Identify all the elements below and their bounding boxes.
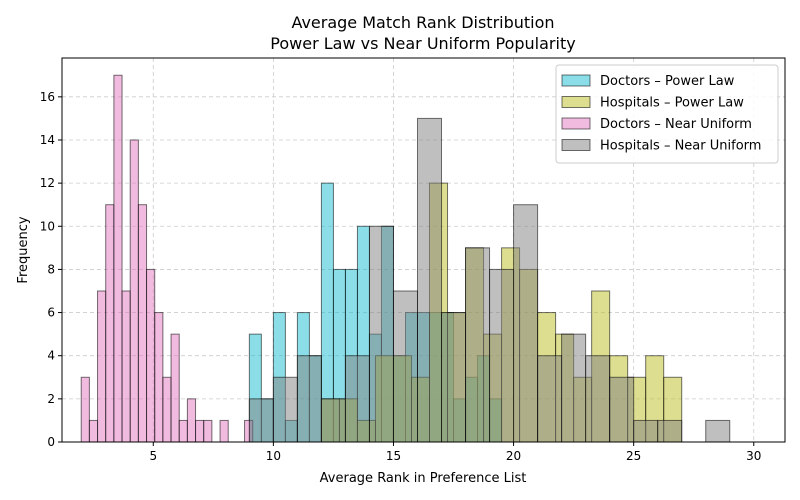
histogram-bar xyxy=(561,333,587,443)
histogram-bar xyxy=(137,204,148,443)
histogram-bar xyxy=(88,419,99,443)
histogram-bar xyxy=(657,419,683,443)
histogram-bar xyxy=(441,312,467,443)
histogram-bar xyxy=(170,333,180,443)
histogram-bar xyxy=(162,376,172,443)
histogram-bar xyxy=(154,312,164,443)
x-tick-label: 10 xyxy=(266,449,281,463)
x-tick-label: 25 xyxy=(626,449,641,463)
histogram-bar xyxy=(80,376,90,443)
histogram-bar xyxy=(272,376,298,443)
histogram-bar xyxy=(97,290,107,443)
histogram-bar xyxy=(585,355,611,443)
histogram-bar xyxy=(178,419,188,443)
x-tick-label: 5 xyxy=(149,449,157,463)
axes: 5 10 15 20 25 30 0 2 4 6 8 10 12 14 16 xyxy=(40,57,786,463)
series-2 xyxy=(80,74,254,443)
histogram-bar xyxy=(121,290,131,443)
histogram-bar xyxy=(633,419,659,443)
legend-entry-label: Doctors – Power Law xyxy=(600,74,735,89)
histogram-bar xyxy=(705,419,731,443)
y-tick-label: 14 xyxy=(40,133,55,147)
histogram-bar xyxy=(416,117,443,443)
y-tick-label: 0 xyxy=(47,435,55,449)
chart-title: Average Match Rank Distribution xyxy=(291,13,554,32)
x-axis-label: Average Rank in Preference List xyxy=(320,471,527,486)
legend-entry-label: Hospitals – Power Law xyxy=(600,96,744,111)
histogram-bar xyxy=(129,139,139,443)
x-tick-label: 30 xyxy=(746,449,761,463)
chart-subtitle: Power Law vs Near Uniform Popularity xyxy=(270,34,575,53)
y-tick-label: 4 xyxy=(47,349,55,363)
legend-swatch xyxy=(561,117,591,130)
histogram-bar xyxy=(368,225,394,443)
legend-entry-label: Hospitals – Near Uniform xyxy=(600,139,761,154)
histogram-bar xyxy=(105,204,115,443)
legend-swatch xyxy=(561,96,591,108)
histogram-bar xyxy=(489,268,515,443)
x-tick-label: 15 xyxy=(386,449,401,463)
y-tick-label: 12 xyxy=(40,176,55,190)
histogram-bar xyxy=(609,376,635,443)
y-tick-label: 10 xyxy=(40,219,55,233)
legend: Doctors – Power Law Hospitals – Power Law… xyxy=(555,64,779,164)
legend-entry-label: Doctors – Near Uniform xyxy=(600,117,752,132)
histogram-bar xyxy=(113,74,123,443)
histogram-bar xyxy=(537,355,563,443)
histogram-bar xyxy=(465,247,491,443)
histogram-bar xyxy=(146,268,156,443)
histogram-bar xyxy=(186,398,197,443)
legend-swatch xyxy=(561,74,591,87)
histogram-bar xyxy=(513,204,539,443)
y-tick-label: 16 xyxy=(40,90,55,104)
histogram-bar xyxy=(320,398,346,443)
histogram-bar xyxy=(392,290,418,443)
histogram-bar xyxy=(195,419,205,443)
histogram-bar xyxy=(344,355,370,443)
histogram-bar xyxy=(203,419,213,443)
histogram-bar xyxy=(248,398,274,443)
histogram-bar xyxy=(296,355,322,443)
y-tick-label: 8 xyxy=(47,262,55,276)
y-axis-label: Frequency xyxy=(16,216,31,283)
legend-box xyxy=(555,64,779,164)
y-tick-label: 6 xyxy=(47,306,55,320)
x-tick-label: 20 xyxy=(506,449,521,463)
legend-swatch xyxy=(561,139,591,151)
y-tick-label: 2 xyxy=(47,392,55,406)
plot-frame xyxy=(61,57,786,443)
histogram-bar xyxy=(219,419,229,443)
